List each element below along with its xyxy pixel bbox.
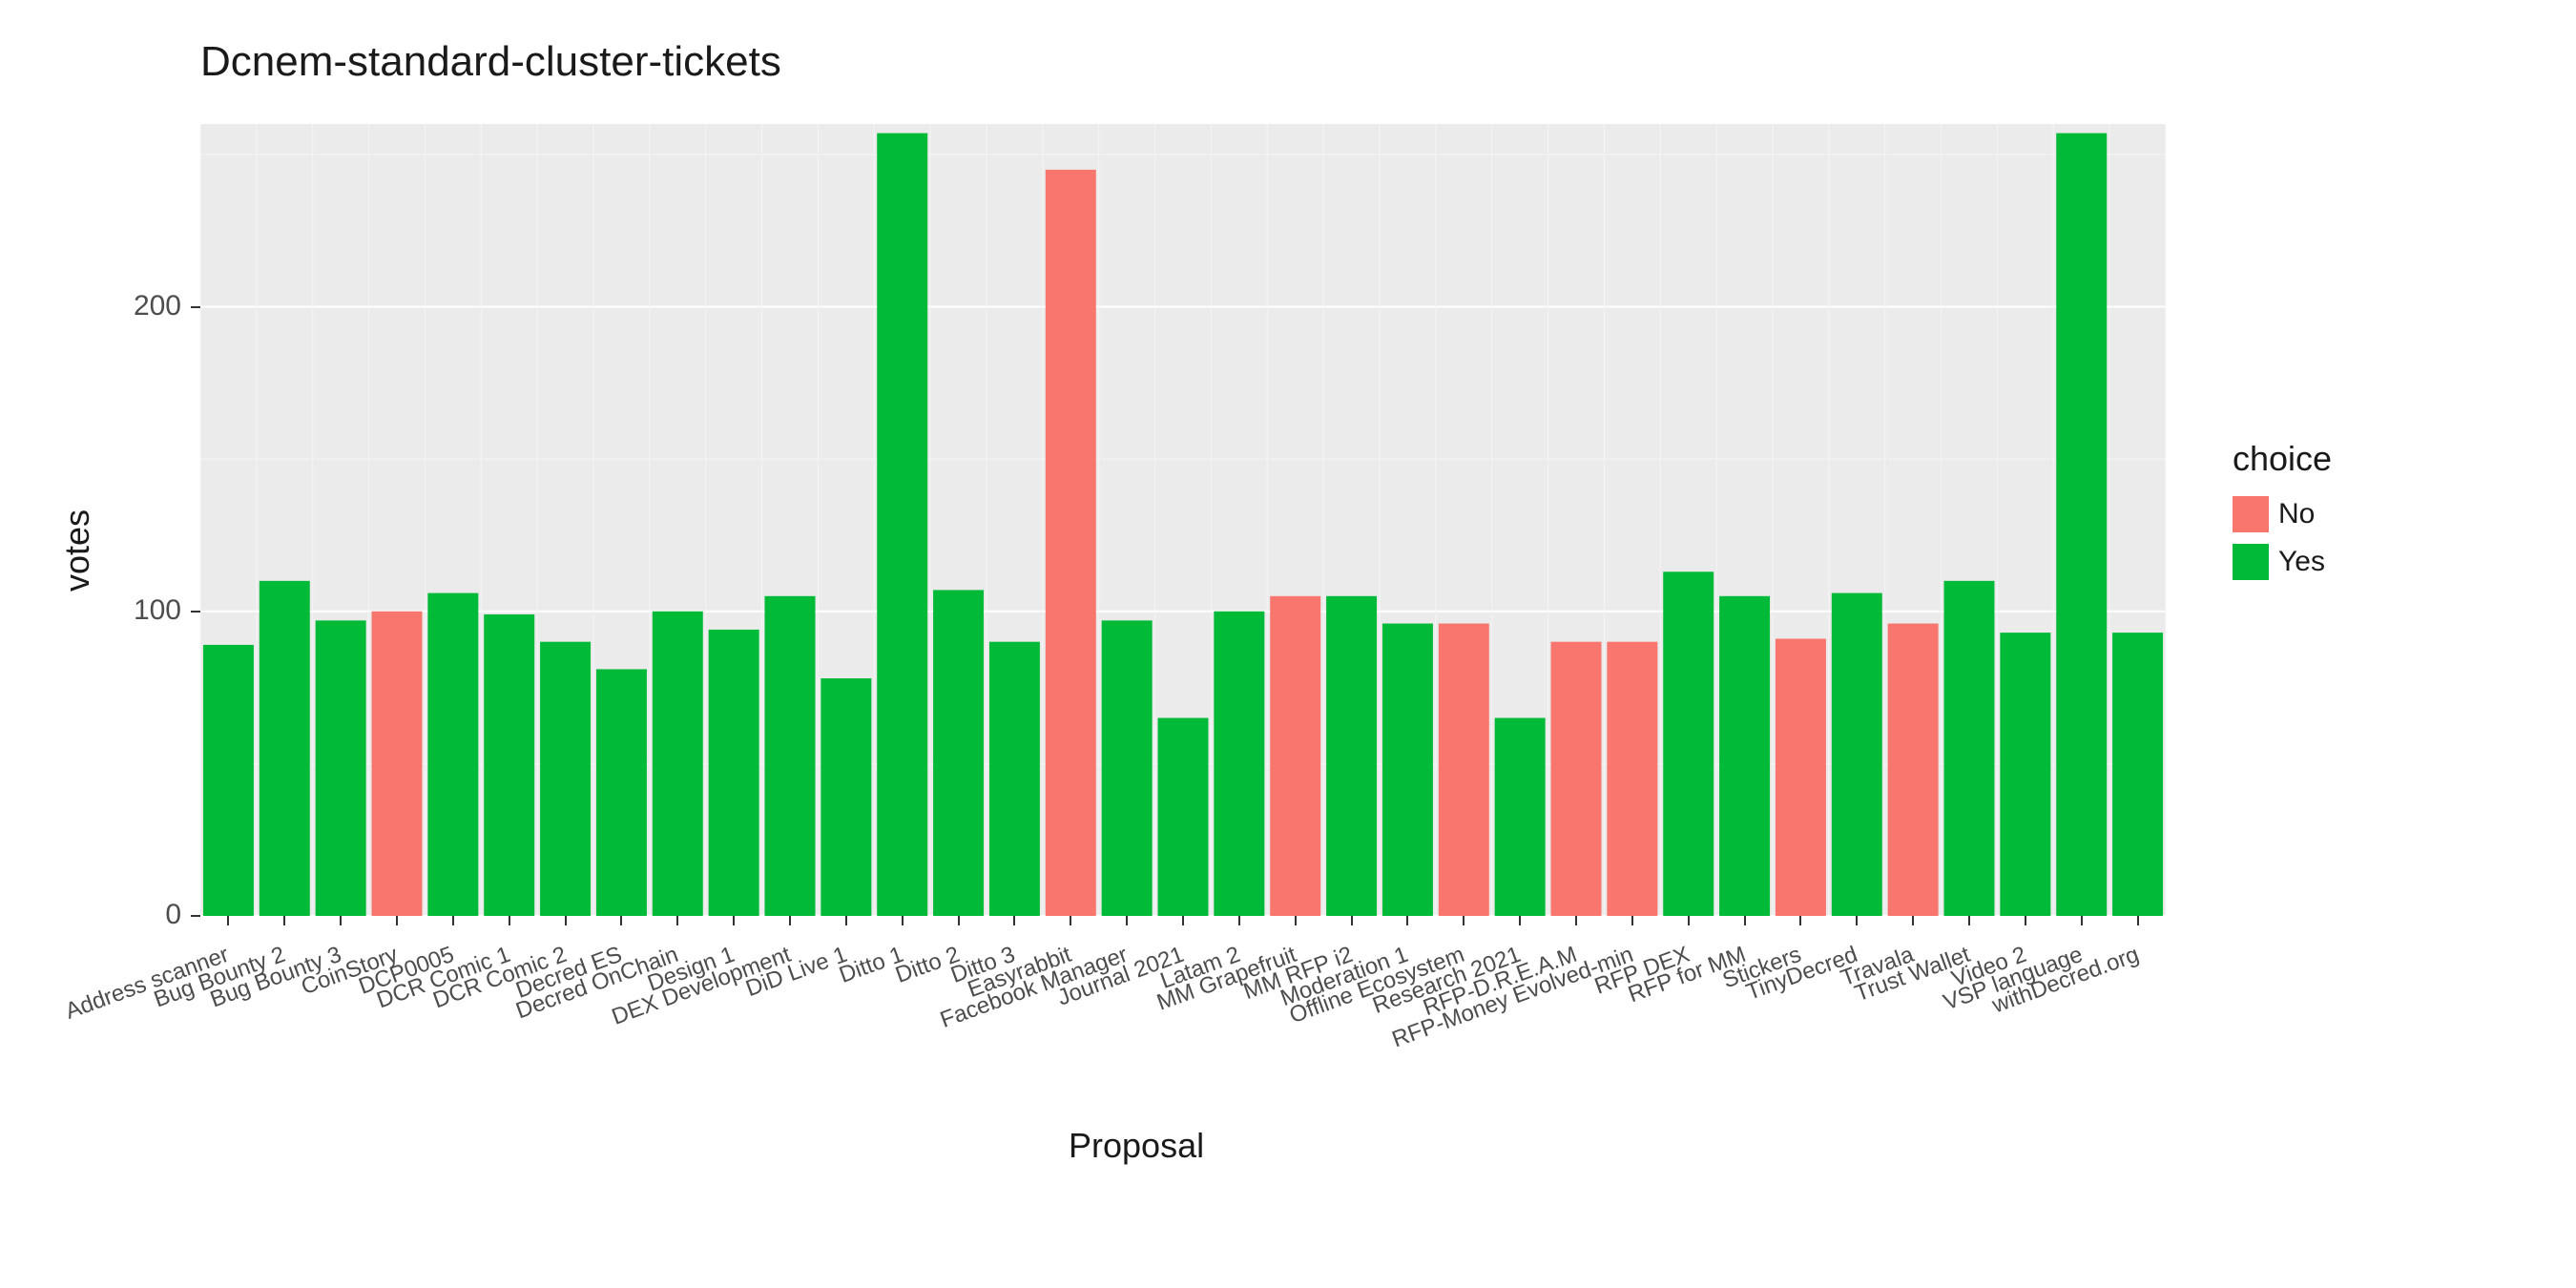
bar	[1046, 170, 1096, 916]
x-tick-mark	[1912, 916, 1914, 925]
x-tick-mark	[676, 916, 678, 925]
x-tick-mark	[789, 916, 791, 925]
x-tick-mark	[1070, 916, 1071, 925]
legend-item: Yes	[2233, 544, 2325, 580]
bar	[2000, 633, 2050, 916]
x-tick-mark	[1519, 916, 1521, 925]
y-axis-label: votes	[57, 509, 97, 592]
x-tick-mark	[227, 916, 229, 925]
legend-swatch	[2233, 496, 2269, 532]
x-tick-mark	[733, 916, 735, 925]
x-tick-mark	[1856, 916, 1858, 925]
bar	[1102, 620, 1153, 916]
x-tick-mark	[283, 916, 285, 925]
x-tick-mark	[565, 916, 567, 925]
bar	[653, 612, 703, 916]
x-tick-mark	[2025, 916, 2026, 925]
bar	[1607, 642, 1657, 916]
chart-title: Dcnem-standard-cluster-tickets	[200, 38, 781, 86]
x-tick-mark	[620, 916, 622, 925]
bar	[709, 630, 759, 916]
y-tick-label: 0	[114, 899, 181, 931]
bar	[1158, 718, 1209, 917]
bar	[260, 581, 310, 916]
bar	[203, 645, 254, 916]
bar	[1439, 624, 1489, 916]
x-tick-mark	[396, 916, 398, 925]
x-tick-mark	[1351, 916, 1353, 925]
bar	[1214, 612, 1264, 916]
x-tick-mark	[340, 916, 342, 925]
legend-label: Yes	[2278, 546, 2325, 578]
legend-title: choice	[2233, 439, 2332, 479]
y-tick-mark	[191, 611, 200, 613]
legend-label: No	[2278, 498, 2315, 530]
bar	[933, 590, 984, 916]
x-tick-mark	[2081, 916, 2083, 925]
y-tick-label: 100	[114, 594, 181, 627]
bar	[1832, 593, 1882, 916]
x-tick-mark	[1631, 916, 1633, 925]
bar	[821, 678, 871, 916]
y-tick-mark	[191, 915, 200, 917]
x-axis-label: Proposal	[1069, 1126, 1204, 1166]
x-tick-mark	[1799, 916, 1801, 925]
x-tick-mark	[1744, 916, 1746, 925]
bar	[2112, 633, 2163, 916]
y-tick-mark	[191, 306, 200, 308]
x-tick-mark	[1013, 916, 1015, 925]
bar	[484, 614, 534, 916]
bar	[316, 620, 366, 916]
x-tick-mark	[1968, 916, 1970, 925]
bar	[2056, 134, 2107, 916]
legend-item: No	[2233, 496, 2315, 532]
legend-swatch	[2233, 544, 2269, 580]
y-tick-label: 200	[114, 290, 181, 322]
bar	[1326, 596, 1377, 916]
bar	[1551, 642, 1602, 916]
x-tick-mark	[1463, 916, 1465, 925]
x-tick-mark	[1406, 916, 1408, 925]
bar	[427, 593, 478, 916]
bar	[372, 612, 423, 916]
bar	[765, 596, 816, 916]
x-tick-mark	[1295, 916, 1297, 925]
bar	[1888, 624, 1939, 916]
x-tick-mark	[958, 916, 960, 925]
bar	[596, 669, 647, 916]
bar	[1270, 596, 1320, 916]
plot-area	[200, 124, 2166, 916]
x-tick-mark	[509, 916, 510, 925]
bar	[877, 134, 927, 916]
bar	[1776, 639, 1826, 917]
bar	[1382, 624, 1433, 916]
x-tick-mark	[452, 916, 454, 925]
x-tick-mark	[2137, 916, 2139, 925]
x-tick-mark	[1126, 916, 1128, 925]
bar	[1719, 596, 1770, 916]
chart-container: Dcnem-standard-cluster-tickets 0100200 A…	[0, 0, 2576, 1288]
x-tick-mark	[1182, 916, 1184, 925]
bar	[1495, 718, 1546, 917]
x-tick-mark	[845, 916, 847, 925]
x-tick-mark	[1688, 916, 1690, 925]
bar	[1944, 581, 1995, 916]
x-tick-mark	[1575, 916, 1577, 925]
bar	[1663, 571, 1714, 916]
x-tick-mark	[902, 916, 904, 925]
x-tick-mark	[1238, 916, 1240, 925]
bar	[540, 642, 591, 916]
bar	[989, 642, 1040, 916]
